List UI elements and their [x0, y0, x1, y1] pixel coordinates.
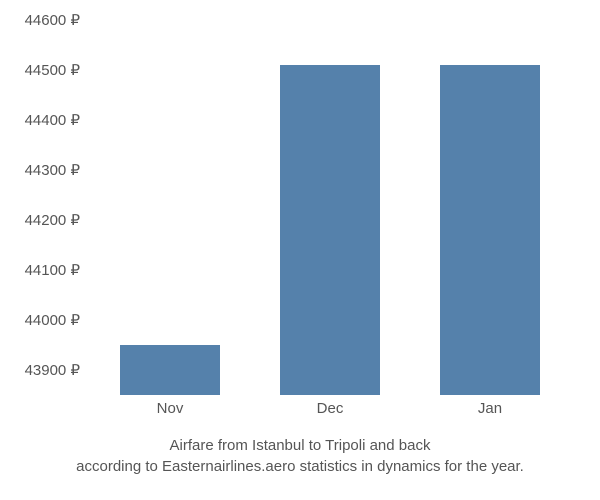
- bar: [120, 345, 219, 395]
- x-tick-label: Nov: [157, 400, 184, 417]
- bar: [280, 65, 379, 395]
- y-tick-label: 44100 ₽: [0, 261, 80, 279]
- y-tick-label: 44500 ₽: [0, 61, 80, 79]
- chart-caption: Airfare from Istanbul to Tripoli and bac…: [0, 435, 600, 477]
- airfare-bar-chart: 43900 ₽ 44000 ₽ 44100 ₽ 44200 ₽ 44300 ₽ 44400…: [0, 0, 600, 500]
- caption-line-1: Airfare from Istanbul to Tripoli and bac…: [170, 437, 431, 454]
- y-tick-label: 44400 ₽: [0, 111, 80, 129]
- plot-area: [90, 20, 570, 395]
- bar: [440, 65, 539, 395]
- caption-line-2: according to Easternairlines.aero statis…: [76, 458, 524, 475]
- y-tick-label: 44200 ₽: [0, 211, 80, 229]
- x-tick-label: Dec: [317, 400, 344, 417]
- y-tick-label: 43900 ₽: [0, 361, 80, 379]
- y-tick-label: 44300 ₽: [0, 161, 80, 179]
- x-tick-label: Jan: [478, 400, 502, 417]
- y-tick-label: 44000 ₽: [0, 311, 80, 329]
- y-tick-label: 44600 ₽: [0, 11, 80, 29]
